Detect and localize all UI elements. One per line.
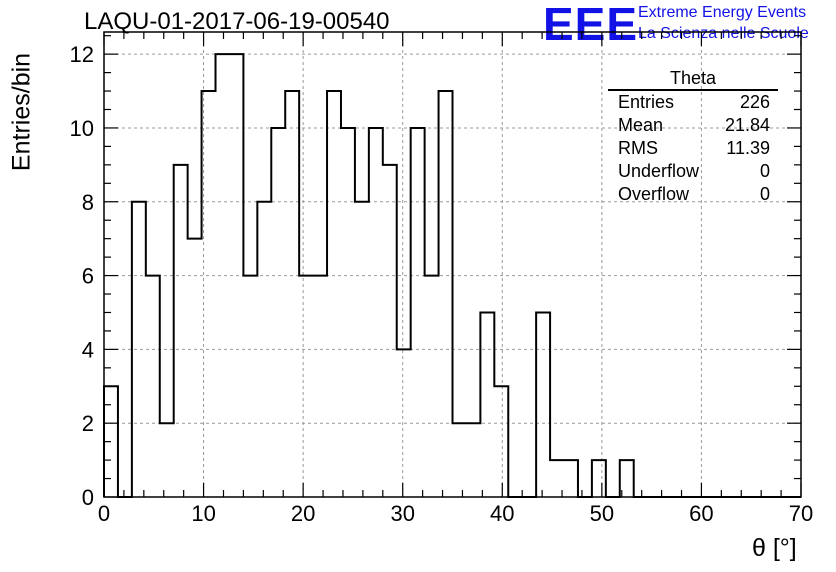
histogram-bin bbox=[411, 128, 425, 497]
histogram-bin bbox=[536, 312, 550, 497]
histogram-bin bbox=[327, 91, 341, 497]
stats-label: Overflow bbox=[618, 184, 690, 204]
y-tick-label: 10 bbox=[70, 116, 94, 141]
stats-value: 11.39 bbox=[726, 138, 770, 158]
y-tick-label: 0 bbox=[82, 485, 94, 510]
eee-logo: EEE bbox=[543, 0, 639, 50]
histogram-bin bbox=[160, 423, 174, 497]
histogram-bin bbox=[257, 202, 271, 497]
stats-value: 0 bbox=[759, 184, 770, 204]
chart-title: LAQU-01-2017-06-19-00540 bbox=[84, 8, 390, 35]
stats-label: Underflow bbox=[618, 161, 700, 181]
stats-row-rms: RMS 11.39 bbox=[608, 137, 778, 160]
histogram-bin bbox=[397, 349, 411, 497]
histogram-bin bbox=[383, 165, 397, 497]
histogram-outline bbox=[103, 53, 801, 498]
stats-row-overflow: Overflow 0 bbox=[608, 183, 778, 206]
histogram-bin bbox=[202, 91, 216, 497]
histogram-bin bbox=[313, 276, 327, 497]
logo-caption-line2: La Scienza nelle Scuole bbox=[638, 25, 809, 42]
x-tick-label: 10 bbox=[191, 501, 215, 526]
stats-value: 21.84 bbox=[724, 115, 770, 135]
histogram-bin bbox=[564, 460, 578, 497]
x-axis-label: θ [°] bbox=[752, 534, 797, 562]
y-axis-label: Entries/bin bbox=[7, 52, 36, 172]
y-tick-label: 4 bbox=[82, 337, 94, 362]
histogram-bin bbox=[216, 54, 230, 497]
histogram-bin bbox=[439, 91, 453, 497]
histogram-bin bbox=[285, 91, 299, 497]
y-tick-label: 12 bbox=[70, 42, 94, 67]
stats-row-entries: Entries 226 bbox=[608, 91, 778, 114]
stats-value: 0 bbox=[759, 161, 770, 181]
stats-row-underflow: Underflow 0 bbox=[608, 160, 778, 183]
histogram-bin bbox=[466, 423, 480, 497]
histogram-bin bbox=[592, 460, 606, 497]
plot-frame bbox=[103, 31, 802, 498]
stats-label: Mean bbox=[618, 115, 664, 135]
x-tick-label: 0 bbox=[98, 501, 110, 526]
y-tick-label: 8 bbox=[82, 190, 94, 215]
stats-row-mean: Mean 21.84 bbox=[608, 114, 778, 137]
histogram-bin bbox=[132, 202, 146, 497]
histogram-bin bbox=[188, 239, 202, 497]
stats-value: 226 bbox=[739, 92, 770, 112]
x-tick-label: 60 bbox=[689, 501, 713, 526]
x-tick-label: 30 bbox=[390, 501, 414, 526]
histogram-bin bbox=[243, 276, 257, 497]
logo-caption-line1: Extreme Energy Events bbox=[638, 4, 807, 21]
histogram-bin bbox=[146, 276, 160, 497]
x-tick-label: 20 bbox=[291, 501, 315, 526]
histogram-bin bbox=[494, 386, 508, 497]
histogram-bin bbox=[425, 276, 439, 497]
x-tick-label: 40 bbox=[490, 501, 514, 526]
stats-box: Theta Entries 226 Mean 21.84 RMS 11.39 U… bbox=[608, 68, 778, 206]
stats-title: Theta bbox=[608, 68, 778, 91]
histogram-bin bbox=[174, 165, 188, 497]
y-tick-label: 6 bbox=[82, 264, 94, 289]
x-tick-label: 70 bbox=[789, 501, 813, 526]
histogram-bin bbox=[369, 128, 383, 497]
x-tick-label: 50 bbox=[590, 501, 614, 526]
histogram-bin bbox=[299, 276, 313, 497]
histogram-bin bbox=[480, 312, 494, 497]
histogram-bin bbox=[271, 128, 285, 497]
stats-label: RMS bbox=[618, 138, 658, 158]
stats-label: Entries bbox=[618, 92, 675, 112]
histogram-bin bbox=[229, 54, 243, 497]
histogram-bin bbox=[453, 423, 467, 497]
y-tick-label: 2 bbox=[82, 411, 94, 436]
histogram-bin bbox=[355, 202, 369, 497]
histogram-bin bbox=[341, 128, 355, 497]
